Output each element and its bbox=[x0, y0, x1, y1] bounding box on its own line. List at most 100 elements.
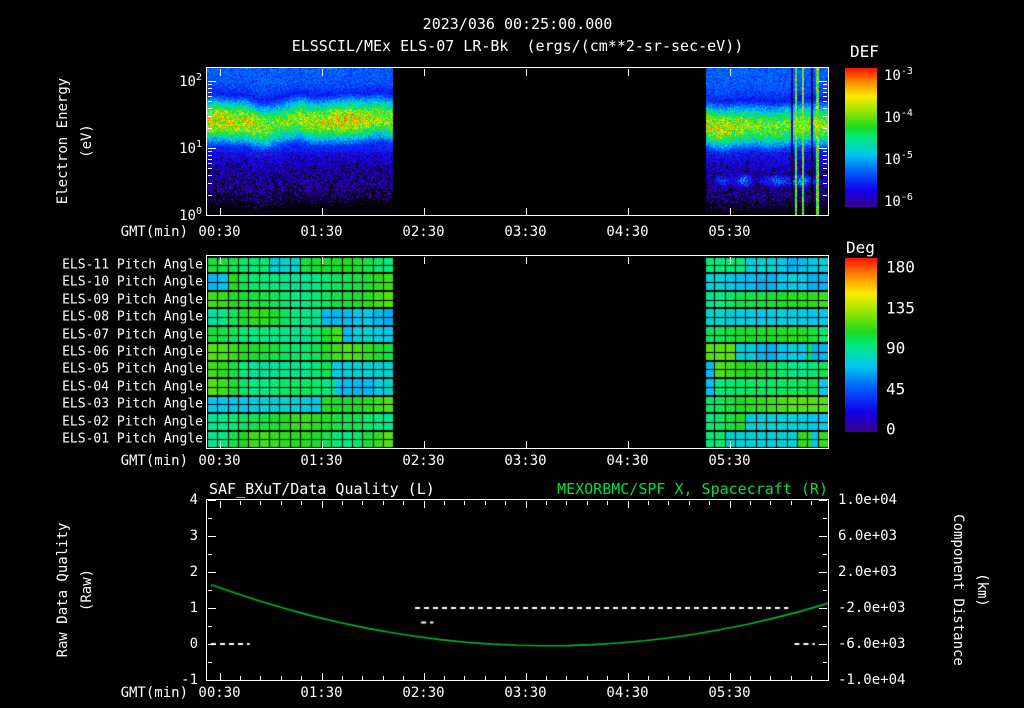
x-minor-tick bbox=[750, 501, 751, 505]
y-major-tick bbox=[208, 572, 216, 573]
pitch-row-label: ELS-10 Pitch Angle bbox=[62, 274, 203, 290]
y-minor-tick bbox=[823, 84, 827, 85]
x-minor-tick bbox=[260, 501, 261, 505]
y-minor-tick bbox=[823, 183, 827, 184]
x-minor-tick bbox=[342, 501, 343, 505]
y-minor-tick bbox=[208, 108, 212, 109]
x-minor-tick bbox=[770, 501, 771, 505]
x-minor-tick bbox=[709, 676, 710, 680]
x-major-tick bbox=[220, 257, 221, 264]
x-minor-tick bbox=[791, 501, 792, 505]
quality-tick-label: 4 bbox=[189, 492, 198, 508]
x-major-tick bbox=[730, 501, 731, 508]
x-major-tick bbox=[322, 673, 323, 680]
time-tick-label: 04:30 bbox=[606, 685, 649, 701]
y-major-tick bbox=[819, 215, 827, 216]
x-major-tick bbox=[628, 501, 629, 508]
y-minor-tick bbox=[208, 101, 212, 102]
x-minor-tick bbox=[505, 501, 506, 505]
energy-tick-label: 102 bbox=[179, 72, 202, 91]
y-minor-tick bbox=[208, 183, 212, 184]
y-minor-tick bbox=[823, 116, 827, 117]
x-minor-tick bbox=[362, 501, 363, 505]
x-minor-tick bbox=[240, 676, 241, 680]
y-minor-tick bbox=[208, 151, 212, 152]
x-major-tick bbox=[526, 501, 527, 508]
time-tick-label: 03:30 bbox=[504, 224, 547, 240]
x-minor-tick bbox=[811, 501, 812, 505]
x-minor-tick bbox=[709, 501, 710, 505]
distance-tick-label: 1.0e+04 bbox=[838, 492, 898, 508]
time-axis-label: GMT(min) bbox=[120, 685, 188, 701]
y-minor-tick bbox=[823, 554, 827, 555]
x-minor-tick bbox=[464, 676, 465, 680]
y-minor-tick bbox=[823, 626, 827, 627]
y-minor-tick bbox=[823, 88, 827, 89]
def-tick-label: 10-5 bbox=[884, 150, 913, 168]
y-minor-tick bbox=[208, 159, 212, 160]
time-tick-label: 00:30 bbox=[198, 453, 241, 469]
def-tick-label: 10-6 bbox=[884, 192, 913, 210]
quality-ylabel: Raw Data Quality bbox=[55, 522, 71, 658]
def-tick-label: 10-4 bbox=[884, 108, 913, 126]
y-minor-tick bbox=[208, 155, 212, 156]
y-minor-tick bbox=[208, 116, 212, 117]
deg-colorbar bbox=[845, 258, 877, 432]
y-major-tick bbox=[819, 608, 827, 609]
y-minor-tick bbox=[823, 108, 827, 109]
y-minor-tick bbox=[208, 175, 212, 176]
x-major-tick bbox=[322, 69, 323, 76]
x-minor-tick bbox=[281, 676, 282, 680]
x-minor-tick bbox=[383, 501, 384, 505]
energy-tick-label: 100 bbox=[179, 206, 202, 224]
y-major-tick bbox=[208, 644, 216, 645]
x-minor-tick bbox=[566, 676, 567, 680]
time-tick-label: 00:30 bbox=[198, 224, 241, 240]
x-minor-tick bbox=[668, 676, 669, 680]
x-minor-tick bbox=[301, 501, 302, 505]
x-major-tick bbox=[424, 441, 425, 448]
pitch-row-label: ELS-08 Pitch Angle bbox=[62, 309, 203, 325]
y-major-tick bbox=[819, 148, 827, 149]
deg-colorbar-title: Deg bbox=[846, 238, 875, 257]
time-tick-label: 05:30 bbox=[708, 685, 751, 701]
y-minor-tick bbox=[208, 518, 212, 519]
x-major-tick bbox=[424, 673, 425, 680]
y-minor-tick bbox=[208, 96, 212, 97]
y-minor-tick bbox=[823, 96, 827, 97]
x-minor-tick bbox=[485, 676, 486, 680]
x-minor-tick bbox=[464, 501, 465, 505]
x-major-tick bbox=[322, 501, 323, 508]
x-minor-tick bbox=[403, 501, 404, 505]
deg-tick-label: 135 bbox=[886, 298, 915, 317]
quality-tick-label: 0 bbox=[189, 636, 198, 652]
x-major-tick bbox=[526, 208, 527, 215]
quality-tick-label: 3 bbox=[189, 528, 198, 544]
x-minor-tick bbox=[383, 676, 384, 680]
deg-tick-label: 180 bbox=[886, 257, 915, 277]
deg-tick-label: 90 bbox=[886, 338, 906, 358]
x-minor-tick bbox=[770, 676, 771, 680]
time-tick-label: 05:30 bbox=[708, 453, 751, 469]
x-minor-tick bbox=[362, 676, 363, 680]
x-minor-tick bbox=[566, 501, 567, 505]
distance-tick-label: -1.0e+04 bbox=[838, 672, 906, 688]
deg-tick-label: 45 bbox=[886, 379, 906, 398]
x-major-tick bbox=[526, 441, 527, 448]
time-tick-label: 04:30 bbox=[606, 453, 649, 469]
quality-ylabel-units: (Raw) bbox=[79, 568, 95, 612]
y-major-tick bbox=[819, 81, 827, 82]
x-minor-tick bbox=[587, 501, 588, 505]
y-minor-tick bbox=[823, 151, 827, 152]
y-major-tick bbox=[208, 215, 216, 216]
x-major-tick bbox=[424, 208, 425, 215]
x-minor-tick bbox=[668, 501, 669, 505]
x-major-tick bbox=[220, 501, 221, 508]
x-minor-tick bbox=[444, 501, 445, 505]
x-minor-tick bbox=[240, 501, 241, 505]
y-major-tick bbox=[819, 572, 827, 573]
x-minor-tick bbox=[811, 676, 812, 680]
y-minor-tick bbox=[823, 92, 827, 93]
x-minor-tick bbox=[607, 501, 608, 505]
